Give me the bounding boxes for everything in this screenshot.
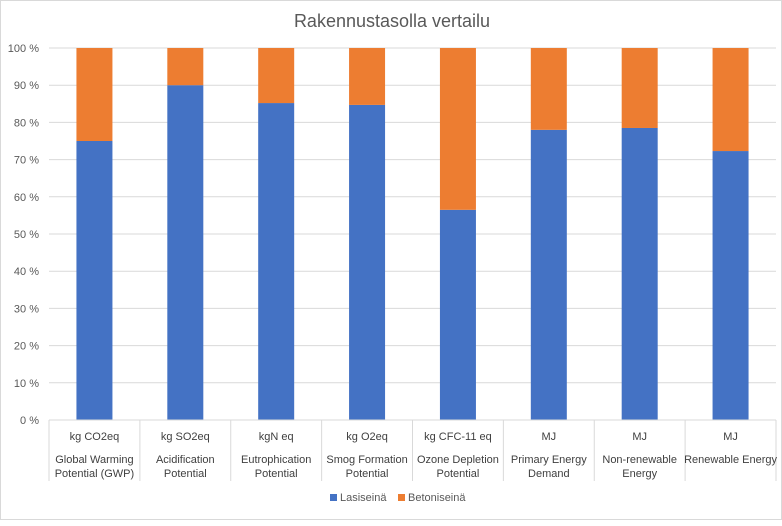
category-label: Potential (437, 468, 480, 480)
bar-segment-lasiseina (258, 103, 295, 420)
y-tick-label: 100 % (8, 43, 39, 55)
legend: Lasiseinä Betoniseinä (330, 492, 466, 504)
chart-title: Rakennustasolla vertailu (294, 11, 490, 31)
category-label: Energy (622, 468, 657, 480)
category-unit-label: kg SO2eq (161, 431, 210, 443)
legend-swatch (330, 494, 337, 501)
category-unit-label: kg CO2eq (70, 431, 120, 443)
category-label: Potential (164, 468, 207, 480)
gridlines (49, 47, 776, 421)
category-label: Potential (255, 468, 298, 480)
bar-segment-lasiseina (167, 85, 204, 420)
bar-segment-lasiseina (712, 151, 749, 420)
y-tick-label: 70 % (14, 155, 39, 167)
legend-swatch (398, 494, 405, 501)
y-axis: 0 % 10 % 20 % 30 % 40 % 50 % 60 % 70 % 80 % 90 % 1… (8, 43, 39, 427)
bar-segment-betoniseina (621, 48, 658, 128)
category-unit-label: kg O2eq (346, 431, 388, 443)
bar-segment-betoniseina (712, 48, 749, 152)
bar-segment-lasiseina (621, 127, 658, 420)
bar-segment-betoniseina (439, 48, 476, 210)
category-label: Renewable Energy (684, 454, 777, 466)
legend-label: Betoniseinä (408, 492, 466, 504)
bar-segment-lasiseina (76, 141, 113, 420)
category-label: Primary Energy (511, 454, 587, 466)
category-unit-label: MJ (723, 431, 738, 443)
category-label: Smog Formation (326, 454, 407, 466)
category-label: Global Warming (55, 454, 133, 466)
bar-segment-betoniseina (76, 48, 113, 141)
y-tick-label: 40 % (14, 266, 39, 278)
legend-label: Lasiseinä (340, 492, 387, 504)
category-label: Non-renewable (602, 454, 677, 466)
bar-segment-lasiseina (530, 129, 567, 420)
category-label: Ozone Depletion (417, 454, 499, 466)
category-unit-label: MJ (632, 431, 647, 443)
category-label: Potential (GWP) (55, 468, 134, 480)
category-unit-label: kgN eq (259, 431, 294, 443)
category-label: Potential (346, 468, 389, 480)
category-unit-label: kg CFC-11 eq (424, 431, 492, 443)
category-unit-label: MJ (541, 431, 556, 443)
y-tick-label: 0 % (20, 415, 39, 427)
category-label: Demand (528, 468, 570, 480)
bar-segment-lasiseina (439, 209, 476, 420)
x-axis-table: kg CO2eq Global Warming Potential (GWP) kg … (48, 419, 778, 481)
category-label: Eutrophication (241, 454, 311, 466)
y-tick-label: 90 % (14, 80, 39, 92)
y-tick-label: 20 % (14, 341, 39, 353)
category-label: Acidification (156, 454, 215, 466)
y-tick-label: 80 % (14, 117, 39, 129)
y-tick-label: 30 % (14, 303, 39, 315)
bar-segment-betoniseina (349, 48, 386, 105)
y-tick-label: 60 % (14, 192, 39, 204)
bars (76, 48, 749, 420)
y-tick-label: 10 % (14, 378, 39, 390)
bar-segment-lasiseina (349, 104, 386, 420)
bar-segment-betoniseina (258, 48, 295, 104)
bar-segment-betoniseina (530, 48, 567, 130)
y-tick-label: 50 % (14, 229, 39, 241)
bar-segment-betoniseina (167, 48, 204, 86)
